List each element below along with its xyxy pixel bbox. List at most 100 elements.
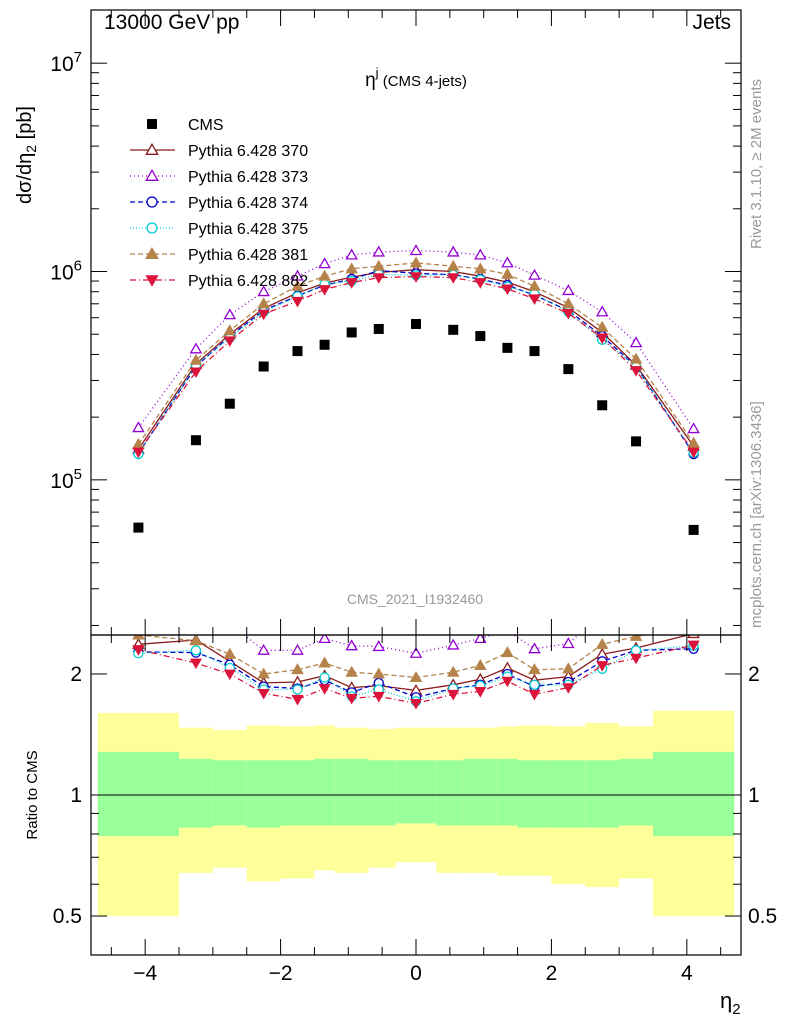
ratio-band-inner bbox=[395, 760, 437, 824]
ratio-point-p882 bbox=[291, 694, 304, 706]
header-right: Jets bbox=[692, 11, 731, 34]
legend-marker bbox=[147, 119, 157, 129]
main-point-p882 bbox=[189, 367, 202, 379]
ratio-point-p373 bbox=[597, 609, 607, 618]
legend-label: Pythia 6.428 882 bbox=[188, 273, 308, 290]
main-series-group bbox=[132, 244, 700, 535]
ratio-point-p882 bbox=[474, 687, 487, 698]
ratio-point-p381 bbox=[562, 662, 575, 674]
ratio-y-tick-label-right: 2 bbox=[748, 663, 760, 686]
legend-marker bbox=[145, 168, 159, 181]
ratio-point-p381 bbox=[372, 667, 386, 679]
y-tick-label: 107 bbox=[50, 49, 82, 76]
main-point-p882 bbox=[318, 285, 331, 296]
ratio-point-p882 bbox=[345, 693, 358, 705]
main-point-p373 bbox=[687, 422, 700, 434]
ratio-point-p373 bbox=[372, 640, 386, 652]
main-point-p381 bbox=[595, 320, 609, 332]
main-point-p381 bbox=[562, 297, 575, 309]
legend-item-p882: Pythia 6.428 882 bbox=[130, 273, 308, 290]
main-point-CMS bbox=[373, 323, 384, 334]
ratio-point-p373 bbox=[225, 618, 235, 627]
main-point-CMS bbox=[258, 361, 269, 372]
main-point-p373 bbox=[345, 248, 358, 260]
ratio-band-inner bbox=[280, 760, 315, 826]
ratio-point-p370 bbox=[687, 635, 700, 639]
ratio-band-inner bbox=[517, 760, 552, 828]
ratio-series-group bbox=[132, 609, 700, 710]
main-point-p882 bbox=[630, 366, 643, 377]
main-point-p381 bbox=[474, 262, 487, 274]
main-point-CMS bbox=[411, 318, 421, 329]
mcplots-label: mcplots.cern.ch [arXiv:1306.3436] bbox=[748, 401, 765, 628]
ratio-band-inner bbox=[179, 758, 213, 828]
ratio-point-p373 bbox=[318, 635, 331, 644]
main-point-CMS bbox=[190, 435, 201, 446]
main-point-p882 bbox=[501, 284, 514, 296]
ratio-point-p381 bbox=[132, 635, 145, 640]
ratio-band-inner bbox=[497, 758, 518, 826]
legend-item-p373: Pythia 6.428 373 bbox=[130, 168, 308, 186]
ratio-y-tick-label: 1 bbox=[70, 784, 82, 807]
ratio-point-p381 bbox=[629, 635, 643, 641]
x-tick-label: 2 bbox=[546, 962, 558, 985]
main-line-p375 bbox=[137, 273, 695, 455]
main-point-CMS bbox=[631, 436, 642, 447]
legend-label: Pythia 6.428 375 bbox=[188, 221, 308, 238]
ratio-point-p373 bbox=[191, 614, 201, 623]
ratio-point-p882 bbox=[318, 684, 331, 695]
legend-marker bbox=[145, 142, 159, 155]
rivet-label: Rivet 3.1.10, ≥ 2M events bbox=[748, 79, 765, 249]
main-point-CMS bbox=[292, 346, 303, 357]
ratio-point-p375 bbox=[292, 684, 303, 695]
ratio-point-p375 bbox=[630, 645, 642, 656]
ratio-point-p381 bbox=[345, 665, 358, 677]
legend-marker bbox=[146, 196, 158, 208]
main-point-p381 bbox=[372, 259, 386, 271]
legend-item-p381: Pythia 6.428 381 bbox=[130, 246, 308, 264]
main-point-p882 bbox=[291, 296, 304, 308]
ratio-point-p381 bbox=[528, 663, 541, 675]
ratio-point-p381 bbox=[318, 656, 331, 668]
main-point-p381 bbox=[501, 267, 514, 279]
legend-label: CMS bbox=[188, 117, 224, 134]
main-point-p381 bbox=[223, 324, 237, 336]
main-point-CMS bbox=[475, 331, 486, 342]
main-line-p373 bbox=[137, 249, 695, 430]
chart-title: ηj (CMS 4-jets) bbox=[365, 65, 467, 91]
ratio-axes: 0.5 0.5 1 1 2 2 −4 −2 0 2 4 bbox=[53, 635, 777, 985]
ratio-band-inner bbox=[585, 760, 620, 828]
main-point-p381 bbox=[446, 259, 460, 271]
main-point-p373 bbox=[372, 245, 386, 257]
legend-label: Pythia 6.428 381 bbox=[188, 247, 308, 264]
main-point-CMS bbox=[346, 327, 357, 338]
ratio-point-p381 bbox=[189, 635, 203, 646]
main-point-p381 bbox=[629, 352, 643, 364]
ratio-band-inner bbox=[368, 760, 396, 826]
main-point-p381 bbox=[257, 297, 270, 309]
ratio-y-tick-label-right: 1 bbox=[748, 784, 760, 807]
main-point-p882 bbox=[132, 447, 145, 459]
ratio-point-p375 bbox=[319, 672, 330, 683]
y-tick-label: 105 bbox=[50, 466, 82, 493]
main-point-p381 bbox=[409, 256, 423, 268]
legend-item-p375: Pythia 6.428 375 bbox=[130, 221, 308, 238]
ratio-band-inner bbox=[97, 751, 180, 837]
main-point-p882 bbox=[687, 447, 700, 459]
main-point-p373 bbox=[446, 245, 460, 257]
legend-marker bbox=[145, 275, 159, 287]
ratio-point-p882 bbox=[528, 689, 541, 701]
main-point-p373 bbox=[318, 257, 331, 269]
main-point-CMS bbox=[563, 364, 574, 375]
main-point-p373 bbox=[474, 248, 487, 260]
ratio-point-p882 bbox=[372, 691, 385, 703]
ratio-point-p882 bbox=[501, 676, 514, 688]
ratio-point-p882 bbox=[562, 683, 575, 694]
ratio-point-p882 bbox=[630, 653, 643, 665]
legend-item-p374: Pythia 6.428 374 bbox=[130, 195, 308, 212]
main-line-p381 bbox=[137, 262, 695, 445]
main-point-CMS bbox=[529, 346, 540, 357]
ratio-point-p373 bbox=[409, 646, 423, 658]
main-point-p381 bbox=[687, 436, 700, 448]
